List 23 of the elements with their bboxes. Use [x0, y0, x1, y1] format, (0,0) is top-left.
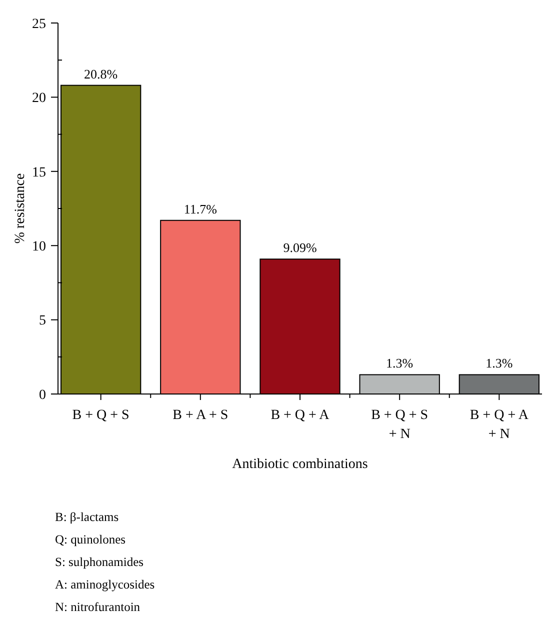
- x-tick-label: B + Q + A: [270, 408, 330, 423]
- y-tick-label: 25: [32, 16, 46, 32]
- x-tick-label: B + Q + S + N: [371, 408, 428, 442]
- x-tick-label: B + Q + S: [72, 408, 130, 423]
- y-tick-label: 20: [32, 91, 46, 106]
- data-label: 11.7%: [184, 201, 218, 216]
- data-label: 1.3%: [386, 356, 414, 371]
- data-label: 20.8%: [84, 66, 118, 82]
- y-tick-label: 5: [39, 314, 46, 329]
- text: Q: quinolones: [55, 532, 126, 546]
- text: N: nitrofurantoin: [55, 600, 141, 614]
- x-axis-title: Antibiotic combinations: [232, 457, 368, 472]
- data-label: 9.09%: [283, 240, 317, 256]
- y-tick-label: 15: [32, 165, 46, 180]
- text: S: sulphonamides: [55, 555, 144, 569]
- y-tick-label: 10: [32, 240, 46, 254]
- y-tick-label: 0: [39, 388, 46, 403]
- text: B: β-lactams: [55, 510, 119, 524]
- x-tick-label: B + A + S: [172, 408, 228, 423]
- x-tick-label: B + Q + A + N: [470, 408, 530, 442]
- data-label: 1.3%: [486, 356, 513, 371]
- text: A: aminoglycosides: [55, 578, 155, 592]
- y-axis-title: % resistance: [13, 173, 28, 244]
